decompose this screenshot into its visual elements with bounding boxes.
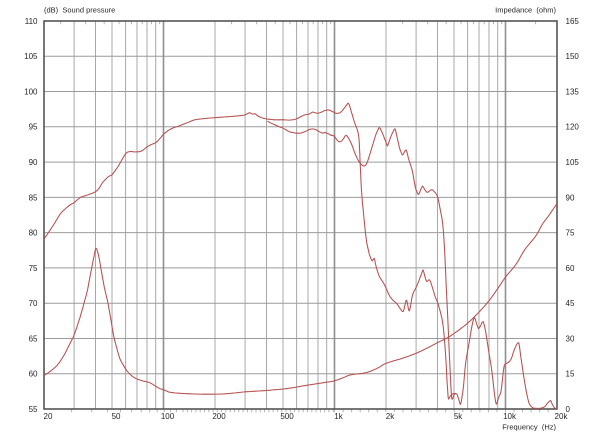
svg-text:45: 45 (566, 299, 575, 308)
svg-text:200: 200 (212, 412, 226, 421)
svg-text:0: 0 (566, 405, 571, 414)
svg-text:500: 500 (280, 412, 294, 421)
svg-text:110: 110 (25, 17, 38, 26)
svg-text:100: 100 (24, 87, 38, 96)
svg-text:2k: 2k (386, 412, 395, 421)
svg-text:120: 120 (566, 123, 580, 132)
svg-text:90: 90 (566, 193, 575, 202)
svg-text:95: 95 (29, 123, 38, 132)
svg-text:5k: 5k (454, 412, 463, 421)
svg-text:20: 20 (44, 412, 53, 421)
svg-text:105: 105 (24, 52, 38, 61)
svg-text:75: 75 (566, 229, 575, 238)
svg-text:135: 135 (566, 87, 580, 96)
svg-text:Impedance (ohm): Impedance (ohm) (495, 6, 556, 15)
svg-text:55: 55 (29, 405, 38, 414)
svg-text:165: 165 (566, 17, 580, 26)
svg-text:70: 70 (29, 299, 38, 308)
svg-text:15: 15 (566, 370, 575, 379)
svg-text:105: 105 (566, 158, 580, 167)
svg-text:85: 85 (29, 193, 38, 202)
svg-text:75: 75 (29, 264, 38, 273)
svg-text:(dB) Sound pressure: (dB) Sound pressure (44, 6, 115, 15)
svg-text:100: 100 (161, 412, 175, 421)
svg-text:Frequency (Hz): Frequency (Hz) (502, 423, 556, 432)
svg-text:60: 60 (29, 370, 38, 379)
svg-text:10k: 10k (503, 412, 517, 421)
svg-text:50: 50 (112, 412, 121, 421)
svg-text:20k: 20k (555, 412, 569, 421)
svg-text:90: 90 (29, 158, 38, 167)
svg-text:60: 60 (566, 264, 575, 273)
svg-text:1k: 1k (334, 412, 343, 421)
svg-text:30: 30 (566, 334, 575, 343)
svg-text:150: 150 (566, 52, 580, 61)
svg-text:80: 80 (29, 229, 38, 238)
svg-text:65: 65 (29, 334, 38, 343)
